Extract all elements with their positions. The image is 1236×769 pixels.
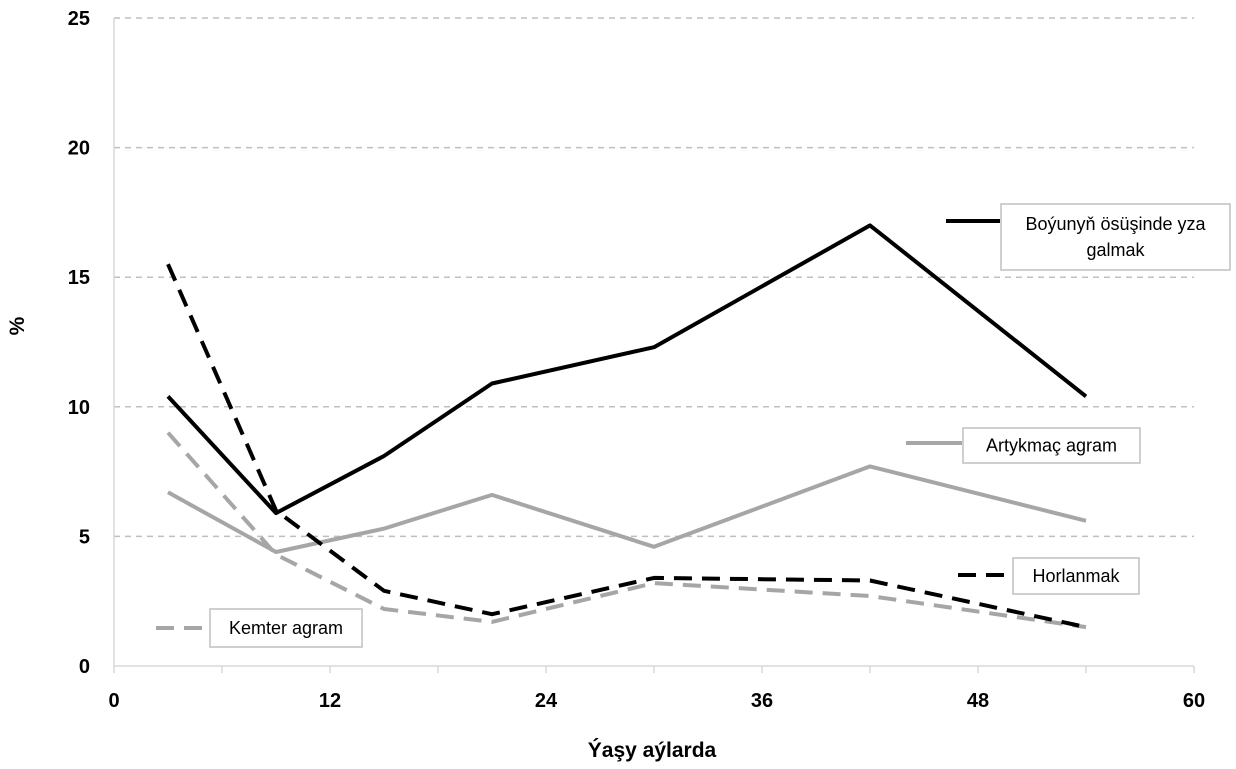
series-line-2: [168, 264, 1086, 627]
x-tick-label-12: 12: [319, 690, 341, 712]
y-tick-label-15: 15: [68, 267, 90, 289]
y-tick-label-20: 20: [68, 138, 90, 160]
y-tick-label-10: 10: [68, 397, 90, 419]
x-tick-label-36: 36: [751, 690, 773, 712]
legend-label-2-0: Horlanmak: [1032, 566, 1120, 586]
x-tick-label-48: 48: [967, 690, 989, 712]
series-line-3: [168, 433, 1086, 627]
x-tick-label-60: 60: [1183, 690, 1205, 712]
legend-label-1-0: Artykmaç agram: [986, 436, 1117, 456]
x-tick-label-24: 24: [535, 690, 558, 712]
y-tick-label-5: 5: [79, 526, 90, 548]
x-tick-label-0: 0: [108, 690, 119, 712]
legend: Boýunyň ösüşinde yza galmak Artykmaç agram…: [156, 204, 1230, 647]
series-lines: [168, 225, 1086, 627]
x-axis-title: Ýaşy aýlarda: [588, 738, 717, 762]
legend-label-0-1: galmak: [1086, 240, 1145, 260]
y-axis-title: %: [6, 316, 29, 335]
y-tick-label-25: 25: [68, 8, 90, 30]
axis-labels: 0 5 10 15 20 25 0 12 24 36 48 60: [68, 8, 1205, 712]
series-line-0: [168, 225, 1086, 513]
series-line-1: [168, 466, 1086, 552]
y-tick-label-0: 0: [79, 656, 90, 678]
legend-label-0-0: Boýunyň ösüşinde yza: [1025, 214, 1206, 234]
legend-label-3-0: Kemter agram: [229, 618, 343, 638]
